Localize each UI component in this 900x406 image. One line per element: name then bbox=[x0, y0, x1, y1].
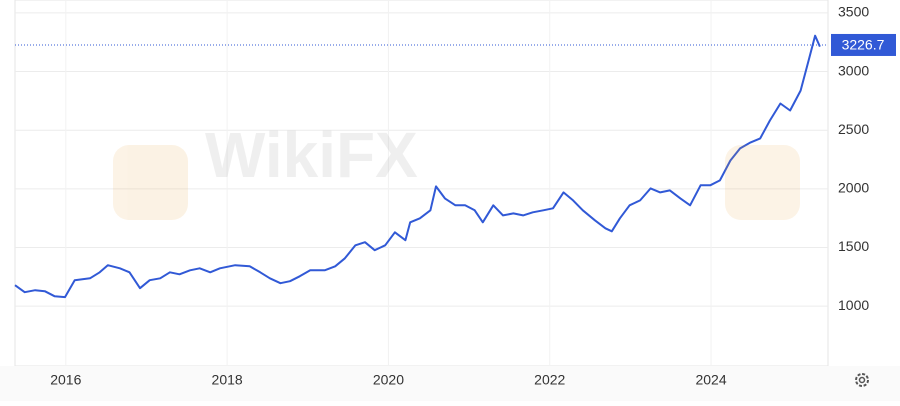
y-tick-label: 1000 bbox=[838, 297, 869, 313]
y-tick-label: 1500 bbox=[838, 238, 869, 254]
x-tick-label: 2022 bbox=[534, 372, 565, 388]
y-tick-label: 3000 bbox=[838, 62, 869, 78]
watermark: WikiFX bbox=[205, 119, 418, 191]
watermark-logo bbox=[725, 145, 800, 220]
watermark-group: WikiFX bbox=[113, 119, 800, 220]
watermark-logo bbox=[113, 145, 188, 220]
x-tick-label: 2016 bbox=[50, 372, 81, 388]
y-tick-label: 3500 bbox=[838, 4, 869, 20]
x-tick-label: 2018 bbox=[212, 372, 243, 388]
last-value-box bbox=[831, 33, 896, 56]
y-tick-label: 2500 bbox=[838, 121, 869, 137]
x-tick-label: 2020 bbox=[373, 372, 404, 388]
price-line bbox=[14, 34, 821, 299]
settings-icon[interactable] bbox=[855, 373, 869, 387]
last-value-label: 3226.7 bbox=[842, 37, 885, 53]
plot-area bbox=[14, 0, 829, 367]
x-axis-band bbox=[0, 366, 900, 401]
x-tick-label: 2024 bbox=[695, 372, 726, 388]
y-tick-label: 2000 bbox=[838, 180, 869, 196]
